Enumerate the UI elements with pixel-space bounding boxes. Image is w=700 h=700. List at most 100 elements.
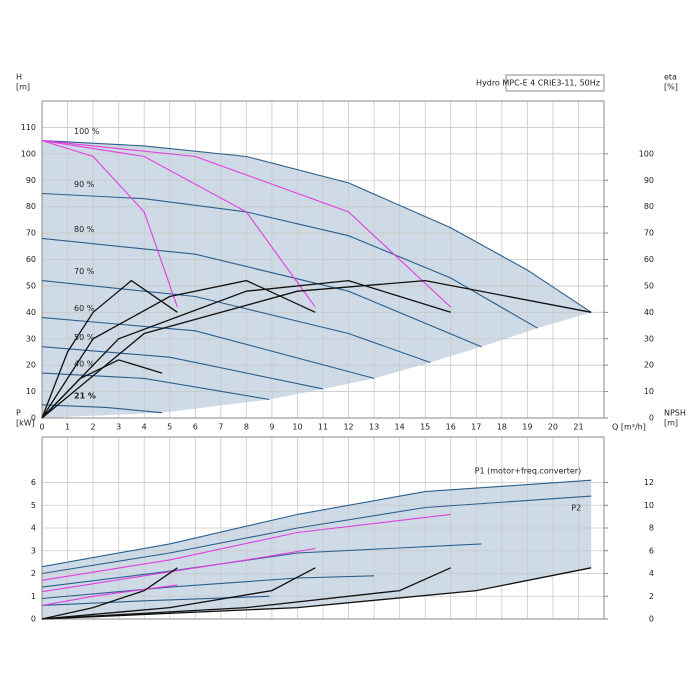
y-tick-label: 1	[31, 592, 36, 601]
curve	[41, 404, 163, 414]
curve	[41, 192, 538, 329]
y2-axis-label: NPSH	[664, 409, 686, 418]
curve	[41, 584, 178, 606]
y-tick-label: 6	[31, 478, 36, 487]
y-tick-label: 50	[26, 281, 36, 290]
operating-area	[42, 480, 592, 619]
y-axis-label: H	[16, 73, 22, 82]
y2-tick-label: 100	[639, 149, 654, 158]
y2-tick-label: 20	[644, 361, 654, 370]
x-tick-label: 13	[369, 423, 379, 432]
x-tick-label: 4	[142, 423, 147, 432]
x-tick-label: 17	[471, 423, 481, 432]
x-tick-label: 19	[522, 423, 532, 432]
y-tick-label: 40	[26, 308, 36, 317]
curve-label: 100 %	[74, 127, 100, 136]
y-tick-label: 2	[31, 569, 36, 578]
curve-label: 60 %	[74, 304, 95, 313]
curve	[41, 346, 324, 390]
chart-title: Hydro MPC-E 4 CRIE3-11, 50Hz	[476, 79, 600, 88]
y-tick-label: 110	[21, 123, 36, 132]
y-axis-label: P	[16, 409, 21, 418]
x-tick-label: 1	[65, 423, 70, 432]
curve-label: 40 %	[74, 360, 95, 369]
x-tick-label: 5	[167, 423, 172, 432]
curve-label: 90 %	[74, 180, 95, 189]
y2-tick-label: 60	[644, 255, 654, 264]
y2-tick-label: 2	[649, 592, 654, 601]
plot-frame	[41, 100, 605, 419]
y-tick-label: 3	[31, 546, 36, 555]
curve	[41, 513, 451, 581]
curve	[41, 237, 482, 348]
x-tick-label: 2	[91, 423, 96, 432]
y-axis-unit: [m]	[16, 83, 30, 92]
operating-area	[42, 140, 592, 418]
y-tick-label: 90	[26, 176, 36, 185]
curve-label: 21 %	[74, 391, 96, 400]
curve	[41, 372, 270, 401]
x-tick-label: 20	[548, 423, 558, 432]
y-tick-label: 4	[31, 524, 36, 533]
y2-tick-label: 90	[644, 176, 654, 185]
curve	[41, 479, 592, 568]
curve	[41, 140, 452, 308]
y-tick-label: 10	[26, 387, 36, 396]
curve-label: P1 (motor+freq.converter)	[475, 467, 582, 476]
curve-label: 50 %	[74, 333, 95, 342]
curve-label: 70 %	[74, 267, 95, 276]
curve	[41, 279, 316, 419]
y-tick-label: 0	[31, 414, 36, 423]
x-tick-label: 18	[497, 423, 507, 432]
y-axis-unit: [kW]	[16, 419, 35, 428]
y-tick-label: 70	[26, 229, 36, 238]
title-box	[505, 74, 605, 92]
x-tick-label: 10	[292, 423, 302, 432]
y2-tick-label: 12	[644, 478, 654, 487]
y2-tick-label: 10	[644, 387, 654, 396]
y2-axis-unit: [%]	[664, 83, 678, 92]
y2-tick-label: 80	[644, 202, 654, 211]
curve	[41, 317, 375, 379]
y-tick-label: 20	[26, 361, 36, 370]
curve	[41, 547, 316, 593]
x-tick-label: 3	[116, 423, 121, 432]
plot-frame	[41, 436, 605, 620]
y2-tick-label: 8	[649, 524, 654, 533]
curve	[41, 567, 316, 620]
y2-tick-label: 50	[644, 281, 654, 290]
y2-axis-unit: [m]	[664, 419, 678, 428]
curve	[41, 567, 451, 620]
curve	[41, 495, 592, 575]
curve	[41, 575, 375, 600]
y2-tick-label: 30	[644, 334, 654, 343]
curve	[41, 279, 178, 419]
x-tick-label: 7	[218, 423, 223, 432]
x-tick-label: 12	[343, 423, 353, 432]
curve-label: P2	[571, 504, 581, 513]
curve	[41, 140, 592, 313]
y2-tick-label: 40	[644, 308, 654, 317]
y-tick-label: 100	[21, 149, 36, 158]
x-tick-label: 14	[395, 423, 405, 432]
x-tick-label: 0	[39, 423, 44, 432]
curve	[41, 279, 451, 419]
x-tick-label: 16	[446, 423, 456, 432]
x-tick-label: 15	[420, 423, 430, 432]
y-tick-label: 60	[26, 255, 36, 264]
x-tick-label: 21	[573, 423, 583, 432]
curve	[41, 140, 316, 308]
curve	[41, 567, 178, 620]
curve	[41, 140, 178, 308]
curve	[41, 359, 163, 419]
x-tick-label: 9	[269, 423, 274, 432]
curve-label: 80 %	[74, 225, 95, 234]
curve	[41, 567, 592, 620]
y2-tick-label: 0	[649, 414, 654, 423]
y2-tick-label: 70	[644, 229, 654, 238]
x-tick-label: 11	[318, 423, 328, 432]
y-tick-label: 80	[26, 202, 36, 211]
curve	[41, 280, 431, 364]
y2-tick-label: 10	[644, 501, 654, 510]
